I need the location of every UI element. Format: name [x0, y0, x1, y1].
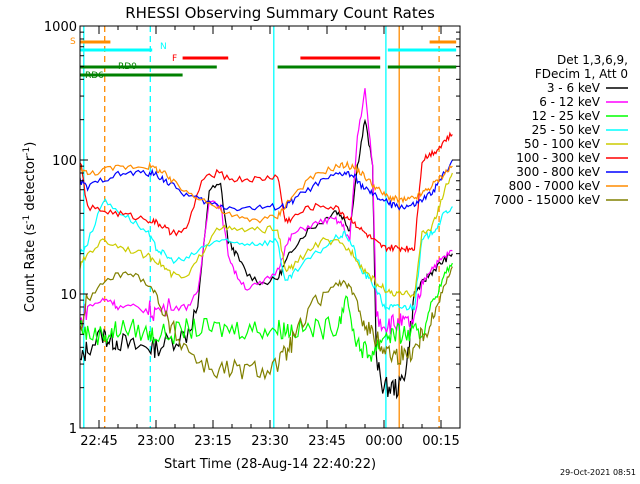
flag-label: N — [160, 42, 167, 52]
y-axis-label-part: Count Rate (s — [23, 224, 38, 313]
y-axis-label-part: ) — [23, 142, 38, 147]
x-tick-label: 23:45 — [308, 434, 345, 449]
legend-entry-label: 3 - 6 keV — [547, 81, 601, 95]
chart-title: RHESSI Observing Summary Count Rates — [125, 4, 435, 22]
x-tick-label: 23:30 — [251, 434, 288, 449]
y-axis-label: Count Rate (s-1 detector-1) — [22, 142, 38, 313]
x-tick-label: 23:00 — [137, 434, 174, 449]
flag-label: F — [172, 54, 177, 64]
series-lines — [79, 88, 453, 400]
series-line — [79, 118, 453, 400]
flag-label: RD0 — [118, 62, 137, 72]
series-line — [79, 172, 453, 299]
y-tick-label: 100 — [52, 154, 77, 169]
series-line — [79, 160, 453, 224]
legend-header: FDecim 1, Att 0 — [535, 67, 628, 81]
generation-timestamp: 29-Oct-2021 08:51 — [560, 468, 636, 477]
legend-header: Det 1,3,6,9, — [557, 53, 628, 67]
flag-label: RD6 — [85, 71, 104, 81]
x-tick-label: 23:15 — [194, 434, 231, 449]
flag-bars: S NF RD0 RD6 — [70, 37, 457, 81]
y-tick-label: 10 — [60, 288, 77, 303]
series-line — [79, 88, 453, 335]
legend-entry-label: 25 - 50 keV — [532, 123, 601, 137]
legend-entry-label: 6 - 12 keV — [539, 95, 601, 109]
x-tick-label: 22:45 — [80, 434, 117, 449]
axes: 1 10 100 1000 22:45 23:00 23:15 23:30 23:45 00:00… — [44, 20, 461, 449]
x-tick-label: 00:15 — [422, 434, 459, 449]
series-line — [79, 197, 453, 312]
x-tick-label: 00:00 — [365, 434, 402, 449]
series-line — [79, 159, 453, 212]
x-axis-label: Start Time (28-Aug-14 22:40:22) — [164, 457, 376, 472]
legend-entry-label: 12 - 25 keV — [532, 109, 601, 123]
y-tick-label: 1 — [69, 422, 77, 437]
legend-entry-label: 100 - 300 keV — [516, 151, 600, 165]
legend-entry-label: 300 - 800 keV — [516, 165, 600, 179]
legend-entry-label: 7000 - 15000 keV — [493, 193, 600, 207]
y-axis-label-part: detector — [23, 155, 38, 215]
legend-entry-label: 50 - 100 keV — [524, 137, 601, 151]
series-line — [79, 131, 453, 254]
legend-entry-label: 800 - 7000 keV — [509, 179, 601, 193]
y-tick-label: 1000 — [44, 20, 77, 35]
y-axis-label-sup: -1 — [22, 215, 32, 224]
y-axis-label-sup: -1 — [22, 147, 32, 156]
flag-label: S — [70, 37, 76, 47]
series-line — [79, 266, 453, 381]
